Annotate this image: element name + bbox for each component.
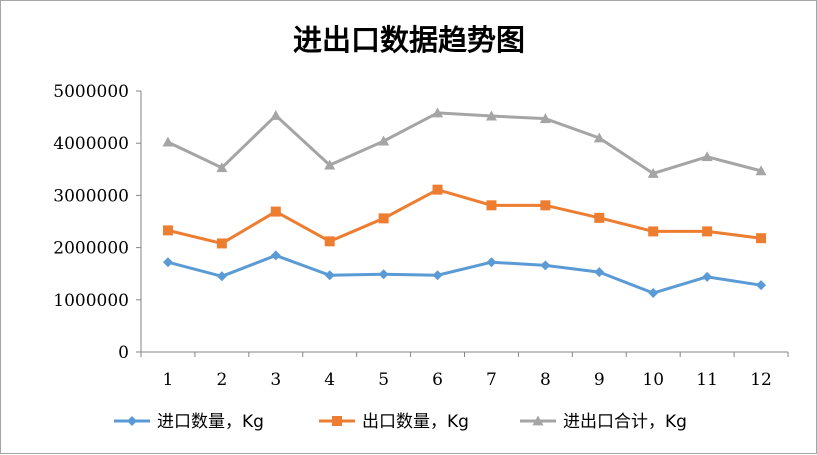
data-point bbox=[593, 132, 605, 143]
series-line bbox=[167, 111, 762, 175]
data-point bbox=[647, 167, 659, 178]
legend-label: 进出口合计，Kg bbox=[563, 412, 687, 432]
chart-title: 进出口数据趋势图 bbox=[293, 23, 525, 57]
data-point bbox=[540, 260, 551, 271]
data-point bbox=[432, 107, 444, 118]
series-3 bbox=[162, 107, 767, 178]
data-point bbox=[324, 270, 335, 281]
series-line bbox=[167, 253, 762, 295]
data-point bbox=[756, 280, 767, 291]
data-point bbox=[162, 257, 173, 268]
legend-marker bbox=[332, 416, 342, 426]
data-point bbox=[216, 162, 228, 173]
y-tick-label: 1000000 bbox=[53, 291, 129, 311]
data-point bbox=[701, 151, 713, 162]
x-tick-label: 5 bbox=[378, 370, 389, 390]
legend-marker bbox=[127, 416, 137, 426]
x-tick-label: 11 bbox=[696, 370, 718, 390]
data-point bbox=[540, 200, 551, 211]
data-point bbox=[648, 226, 659, 237]
data-point bbox=[486, 257, 497, 268]
data-point bbox=[486, 200, 497, 211]
data-point bbox=[270, 250, 281, 261]
data-point bbox=[162, 136, 174, 147]
series-1 bbox=[162, 250, 767, 299]
legend: 进口数量，Kg 出口数量，Kg 进出口合计，Kg bbox=[114, 412, 687, 432]
x-tick-label: 1 bbox=[163, 370, 174, 390]
data-point bbox=[270, 110, 282, 120]
y-tick-label: 0 bbox=[118, 343, 129, 363]
x-tick-label: 4 bbox=[324, 370, 335, 390]
y-tick-label: 4000000 bbox=[53, 134, 129, 154]
legend-item: 进出口合计，Kg bbox=[520, 412, 687, 432]
legend-item: 出口数量，Kg bbox=[319, 412, 469, 432]
x-tick-label: 8 bbox=[540, 370, 551, 390]
data-point bbox=[216, 238, 227, 249]
y-tick-label: 3000000 bbox=[53, 186, 129, 206]
data-point bbox=[162, 225, 173, 236]
data-point bbox=[324, 159, 336, 170]
data-point bbox=[702, 226, 713, 237]
legend-item: 进口数量，Kg bbox=[114, 412, 264, 432]
legend-label: 进口数量，Kg bbox=[157, 412, 264, 432]
x-tick-label: 9 bbox=[594, 370, 605, 390]
x-tick-label: 6 bbox=[432, 370, 443, 390]
legend-marker bbox=[532, 415, 544, 426]
x-tick-label: 12 bbox=[750, 370, 772, 390]
series-layer bbox=[162, 107, 767, 299]
legend-label: 出口数量，Kg bbox=[362, 412, 469, 432]
y-tick-label: 5000000 bbox=[53, 82, 129, 102]
x-tick-label: 10 bbox=[642, 370, 664, 390]
data-point bbox=[378, 213, 389, 224]
data-point bbox=[324, 236, 335, 247]
data-point bbox=[594, 212, 605, 223]
x-tick-label: 2 bbox=[216, 370, 227, 390]
data-point bbox=[756, 233, 767, 244]
x-tick-label: 7 bbox=[486, 370, 497, 390]
x-tick-label: 3 bbox=[270, 370, 281, 390]
series-line bbox=[167, 188, 762, 245]
data-point bbox=[539, 113, 551, 124]
data-point bbox=[270, 206, 281, 217]
data-point bbox=[702, 271, 713, 282]
data-point bbox=[755, 165, 767, 176]
data-point bbox=[594, 267, 605, 278]
data-point bbox=[216, 271, 227, 282]
data-point bbox=[378, 269, 389, 280]
data-point bbox=[378, 135, 390, 146]
y-tick-label: 2000000 bbox=[53, 239, 129, 259]
data-point bbox=[432, 270, 443, 281]
data-point bbox=[485, 110, 497, 121]
data-point bbox=[432, 184, 443, 195]
series-2 bbox=[162, 184, 767, 249]
data-point bbox=[648, 288, 659, 299]
